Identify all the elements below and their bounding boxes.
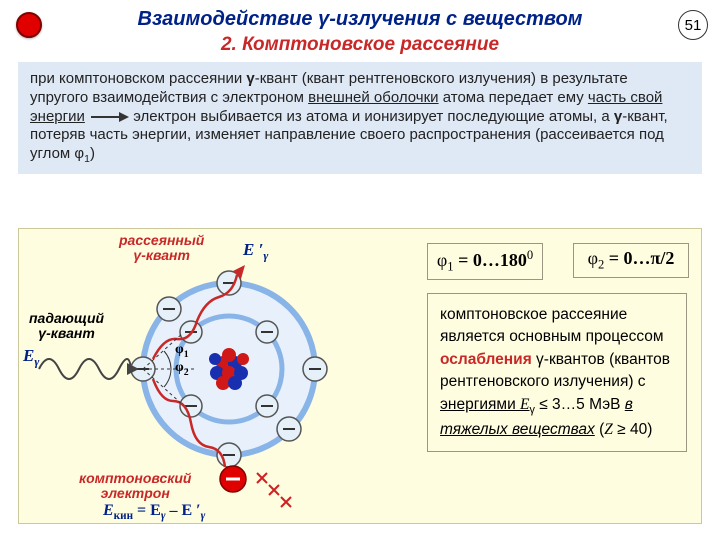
label-phi2: φ2 (175, 361, 189, 378)
label-compton-electron: комптоновскийэлектрон (79, 471, 191, 500)
label-scattered: рассеянныйγ-квант (119, 233, 204, 262)
text: ≤ 3…5 МэВ (535, 396, 625, 413)
label-incident: падающийγ-квант (29, 311, 104, 340)
text-underline: внешней оболочки (308, 89, 438, 106)
label-egamma: Eγ (23, 347, 39, 368)
title-line-1: Взаимодействие γ-излучения с веществом (0, 8, 720, 31)
label-phi1: φ1 (175, 343, 189, 360)
text: ( (595, 421, 604, 438)
label-ekin: Eкин = Eγ – E ′γ (103, 503, 205, 523)
compton-diagram (19, 229, 409, 525)
text: атома передает ему (439, 89, 588, 106)
text: комптоновское рассеяние является основны… (440, 306, 664, 345)
label-eprime: E ′γ (243, 241, 268, 262)
description-box: при комптоновском рассеянии γ-квант (ква… (18, 62, 702, 174)
arrow-icon (89, 110, 129, 124)
right-text-box: комптоновское рассеяние является основны… (427, 293, 687, 452)
text-emphasis: ослабления (440, 351, 532, 368)
text: ≥ 40) (613, 421, 653, 438)
text: ) (90, 145, 95, 162)
text: электрон выбивается из атома и ионизируе… (133, 108, 614, 125)
text-underline: энергиями Eγ (440, 396, 535, 413)
text: γ (614, 108, 622, 125)
title-line-2: 2. Комптоновское рассеяние (0, 34, 720, 56)
formula-phi2: φ2 = 0…π/2 (573, 243, 689, 278)
formula-phi1: φ1 = 0…1800 (427, 243, 543, 280)
text: при комптоновском рассеянии (30, 70, 246, 87)
text: Z (604, 421, 613, 438)
text: γ (246, 70, 254, 87)
diagram-panel: рассеянныйγ-квант E ′γ падающийγ-квант E… (18, 228, 702, 524)
